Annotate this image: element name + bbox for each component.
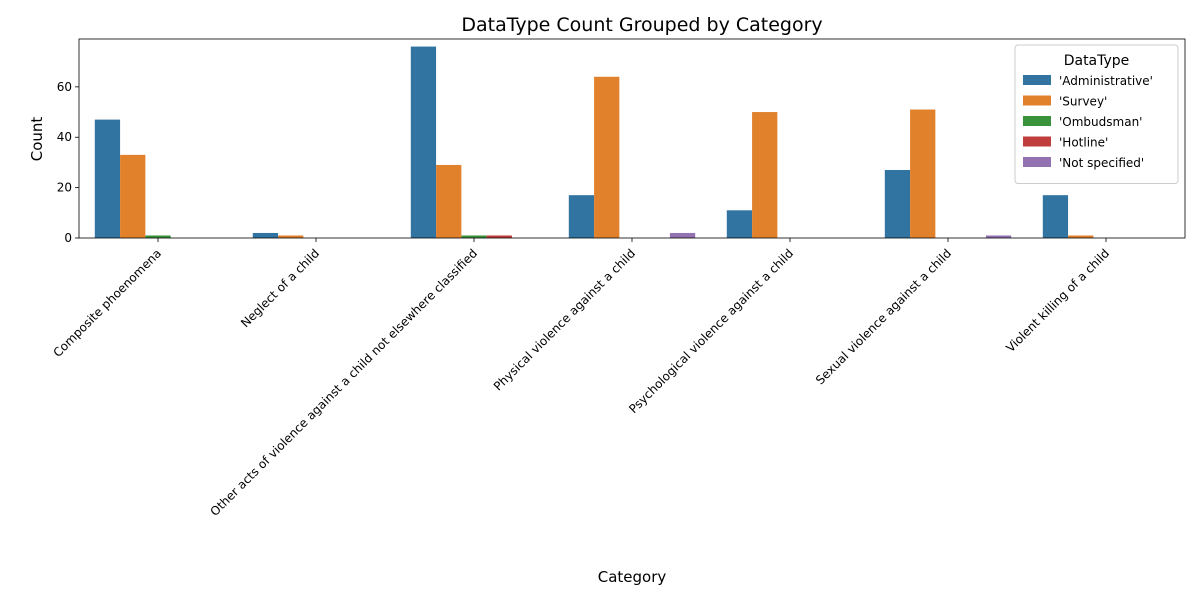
y-tick-label: 0: [64, 231, 72, 245]
legend-box: [1014, 44, 1179, 184]
legend-title: DataType: [1064, 53, 1130, 69]
bar: [1068, 235, 1094, 238]
y-axis-label: Count: [28, 117, 46, 162]
bar: [278, 235, 304, 238]
bar: [669, 232, 696, 238]
x-tick-label: Composite phoenomena: [50, 246, 164, 360]
x-tick-label: Psychological violence against a child: [626, 246, 796, 416]
bar: [985, 235, 1012, 238]
bar: [752, 112, 778, 238]
legend-entry: 'Hotline': [1059, 136, 1108, 150]
bar: [461, 235, 487, 238]
bar: [910, 109, 936, 238]
x-tick-label: Violent killing of a child: [1003, 246, 1112, 355]
bar: [436, 164, 462, 238]
bar: [1042, 195, 1069, 238]
legend-entry: 'Not specified': [1059, 156, 1144, 170]
bar: [94, 119, 121, 238]
legend-swatch: [1023, 116, 1051, 126]
bar: [120, 154, 146, 238]
legend: DataType 'Administrative' 'Survey' 'Ombudsm…: [1014, 44, 1179, 184]
legend-swatch: [1023, 136, 1051, 147]
x-tick-label: Sexual violence against a child: [813, 246, 954, 387]
bar: [486, 235, 512, 238]
x-tick-label: Physical violence against a child: [491, 246, 638, 393]
bar: [884, 169, 911, 238]
bar: [594, 76, 620, 238]
bar: [726, 210, 753, 238]
legend-swatch: [1023, 95, 1051, 106]
x-tick-label: Neglect of a child: [238, 246, 322, 330]
y-tick-label: 40: [57, 130, 72, 144]
legend-swatch: [1023, 75, 1051, 85]
x-axis-label: Category: [598, 568, 667, 586]
x-tick-label: Other acts of violence against a child n…: [207, 246, 480, 519]
y-tick-label: 60: [57, 80, 72, 94]
bar: [145, 235, 171, 238]
chart-title: DataType Count Grouped by Category: [461, 14, 822, 36]
legend-entry: 'Ombudsman': [1059, 115, 1142, 129]
bar: [568, 195, 595, 238]
legend-entry: 'Survey': [1059, 95, 1107, 109]
legend-swatch: [1023, 157, 1051, 167]
bar: [410, 46, 437, 239]
bar: [252, 232, 279, 238]
y-tick-label: 20: [57, 181, 72, 195]
legend-entry: 'Administrative': [1059, 74, 1153, 88]
